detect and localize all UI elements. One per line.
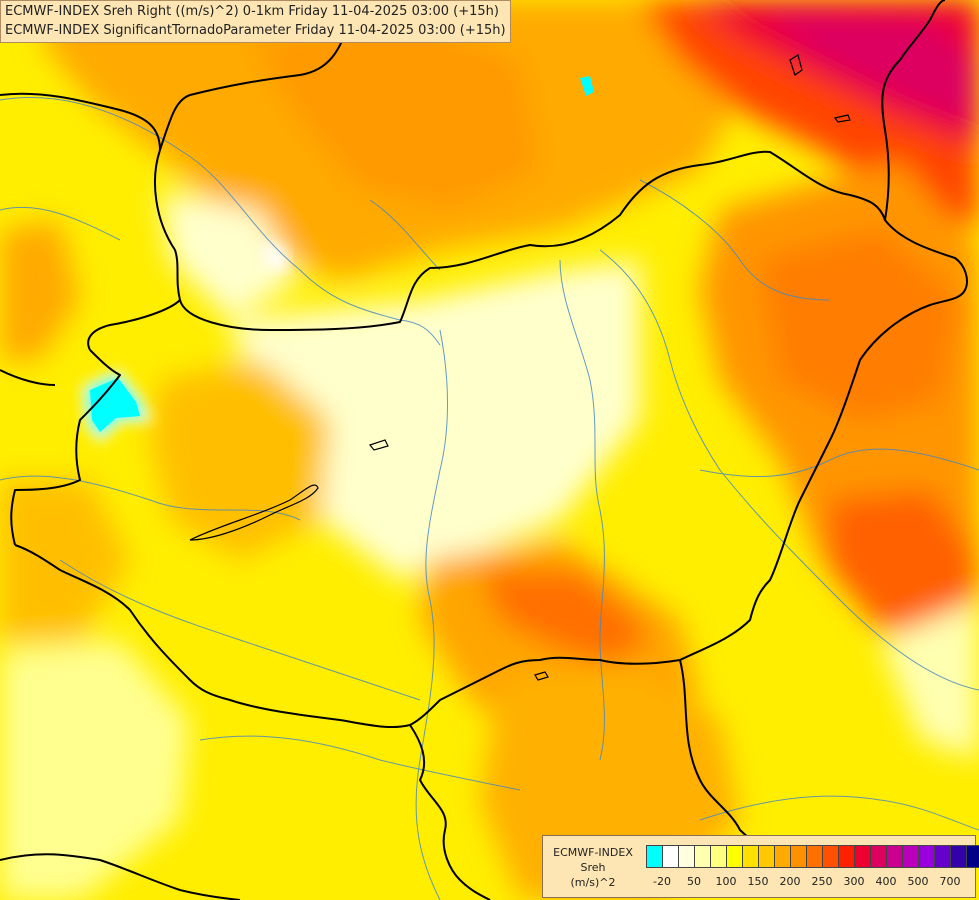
lakes [189, 54, 851, 681]
legend-swatch [823, 846, 839, 867]
legend-tick-label: 700 [939, 875, 961, 888]
legend-swatch [695, 846, 711, 867]
legend-swatch [663, 846, 679, 867]
legend-tick-label: 100 [715, 875, 737, 888]
legend-swatch [855, 846, 871, 867]
legend-swatch [743, 846, 759, 867]
legend-tick-label: 300 [843, 875, 865, 888]
legend-swatch [727, 846, 743, 867]
legend-tick-label: 400 [875, 875, 897, 888]
color-legend: ECMWF-INDEX Sreh (m/s)^2 -20 50 100 150 200 2… [542, 835, 979, 898]
map-title-box: ECMWF-INDEX Sreh Right ((m/s)^2) 0-1km F… [0, 0, 511, 43]
legend-title-model: ECMWF-INDEX [553, 846, 633, 859]
legend-tick-label: 500 [907, 875, 929, 888]
legend-swatch [775, 846, 791, 867]
legend-tick-label: 200 [779, 875, 801, 888]
legend-tick-labels: -20 50 100 150 200 250 300 400 500 700 [646, 875, 970, 891]
legend-tick-label: -20 [653, 875, 671, 888]
title-line-stp: ECMWF-INDEX SignificantTornadoParameter … [5, 23, 506, 38]
legend-tick-label: 150 [747, 875, 769, 888]
legend-swatch [887, 846, 903, 867]
legend-tick-label: 250 [811, 875, 833, 888]
legend-swatch [759, 846, 775, 867]
legend-swatch [711, 846, 727, 867]
legend-swatch [679, 846, 695, 867]
legend-swatch [807, 846, 823, 867]
legend-swatch [839, 846, 855, 867]
legend-tick-label: 50 [687, 875, 701, 888]
legend-swatch [919, 846, 935, 867]
legend-swatch [791, 846, 807, 867]
rivers [0, 97, 979, 900]
legend-title-unit: (m/s)^2 [570, 876, 616, 889]
legend-swatch [951, 846, 967, 867]
title-line-sreh: ECMWF-INDEX Sreh Right ((m/s)^2) 0-1km F… [5, 4, 499, 19]
legend-swatch [967, 846, 979, 867]
legend-swatch [903, 846, 919, 867]
legend-title: ECMWF-INDEX Sreh (m/s)^2 [547, 845, 639, 890]
legend-swatch [647, 846, 663, 867]
legend-title-variable: Sreh [580, 861, 606, 874]
legend-swatch [935, 846, 951, 867]
legend-color-bar [646, 845, 979, 868]
legend-swatch [871, 846, 887, 867]
